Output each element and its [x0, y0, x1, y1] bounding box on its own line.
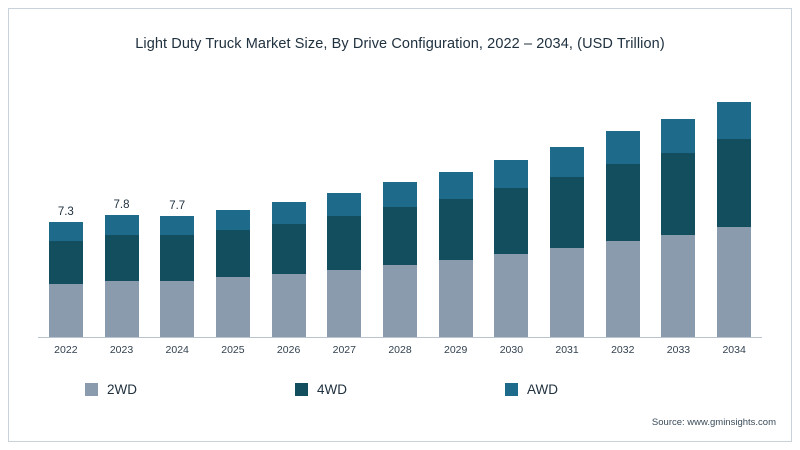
- bar-segment-2wd: [494, 253, 529, 337]
- bar-segment-2wd: [271, 274, 306, 337]
- bar-segment-4wd: [494, 187, 529, 254]
- bar-stack[interactable]: [271, 202, 306, 337]
- bar-segment-awd: [717, 101, 752, 140]
- bar-segment-4wd: [383, 206, 417, 265]
- bar-stack[interactable]: [48, 222, 83, 337]
- bar-value-label: 7.3: [57, 206, 74, 219]
- bar-stack[interactable]: [717, 101, 752, 337]
- bar-stack[interactable]: [383, 181, 417, 337]
- bar-segment-4wd: [438, 198, 473, 261]
- legend-swatch-2wd: [85, 383, 98, 396]
- bar-segment-2wd: [383, 264, 417, 337]
- legend-swatch-awd: [505, 383, 518, 396]
- bar-segment-awd: [271, 202, 306, 224]
- bar-segment-awd: [160, 216, 195, 235]
- bar-segment-awd: [215, 209, 250, 231]
- plot-area: 7.3 7.8 7.7: [38, 78, 762, 338]
- source-attribution: Source: www.gminsights.com: [651, 417, 776, 428]
- bar-segment-awd: [48, 222, 83, 242]
- legend-item-4wd[interactable]: 4WD: [295, 382, 505, 397]
- bar-stack[interactable]: [104, 214, 139, 337]
- bar-stack[interactable]: [494, 159, 529, 337]
- bar-segment-awd: [104, 214, 139, 235]
- bar-segment-4wd: [160, 234, 195, 281]
- bar-segment-4wd: [550, 176, 585, 248]
- bar-segment-awd: [494, 159, 529, 188]
- chart-legend: 2WD 4WD AWD: [0, 382, 800, 397]
- bar-segment-2wd: [48, 283, 83, 337]
- bar-stack[interactable]: [215, 209, 250, 337]
- x-tick-label: 2032: [611, 344, 635, 356]
- x-tick-label: 2033: [666, 344, 691, 356]
- x-tick-label: 2029: [444, 344, 468, 356]
- bar-segment-2wd: [160, 280, 195, 337]
- bar-segment-2wd: [215, 277, 250, 337]
- bar-segment-4wd: [605, 164, 640, 242]
- bar-segment-2wd: [327, 269, 362, 337]
- x-tick-label: 2034: [722, 344, 746, 356]
- bar-segment-4wd: [661, 153, 696, 235]
- x-tick-label: 2030: [499, 344, 524, 356]
- x-tick-label: 2022: [54, 344, 78, 356]
- bar-segment-4wd: [271, 224, 306, 275]
- x-tick-label: 2026: [276, 344, 301, 356]
- x-tick-label: 2024: [165, 344, 189, 356]
- bar-value-label: 7.7: [169, 200, 186, 213]
- bar-stack[interactable]: [661, 118, 696, 337]
- legend-swatch-4wd: [295, 383, 308, 396]
- legend-label-4wd: 4WD: [317, 382, 347, 397]
- x-tick-label: 2031: [555, 344, 579, 356]
- x-axis-line: [38, 337, 762, 338]
- legend-item-awd[interactable]: AWD: [505, 382, 715, 397]
- bar-segment-awd: [550, 147, 585, 177]
- bar-segment-2wd: [438, 260, 473, 337]
- bar-segment-4wd: [215, 230, 250, 278]
- bar-segment-2wd: [717, 227, 752, 337]
- bar-segment-awd: [327, 192, 362, 217]
- bar-segment-4wd: [327, 216, 362, 270]
- bar-segment-awd: [605, 131, 640, 165]
- bar-stack[interactable]: [605, 131, 640, 337]
- bar-segment-2wd: [550, 247, 585, 337]
- x-tick-label: 2023: [109, 344, 134, 356]
- bar-segment-awd: [438, 172, 473, 199]
- chart-title: Light Duty Truck Market Size, By Drive C…: [135, 36, 665, 52]
- bar-stack[interactable]: [160, 216, 195, 337]
- bar-segment-2wd: [104, 280, 139, 337]
- bar-stack[interactable]: [550, 147, 585, 337]
- bar-segment-awd: [661, 118, 696, 154]
- bar-segment-2wd: [661, 234, 696, 337]
- x-tick-label: 2025: [221, 344, 245, 356]
- bar-segment-4wd: [104, 234, 139, 281]
- bar-value-label: 7.8: [113, 198, 130, 211]
- bar-segment-2wd: [605, 241, 640, 337]
- bar-segment-4wd: [48, 241, 83, 284]
- bar-stack[interactable]: [327, 192, 362, 337]
- legend-item-2wd[interactable]: 2WD: [85, 382, 295, 397]
- x-tick-label: 2027: [332, 344, 356, 356]
- legend-label-awd: AWD: [527, 382, 558, 397]
- x-tick-label: 2028: [388, 344, 412, 356]
- bar-segment-awd: [383, 181, 417, 207]
- legend-label-2wd: 2WD: [107, 382, 137, 397]
- bar-stack[interactable]: [438, 172, 473, 337]
- bar-segment-4wd: [717, 139, 752, 228]
- x-axis-tick-labels: 2022 2023 2024 2025 2026 2027 2028 2029 2030 2031…: [38, 344, 762, 362]
